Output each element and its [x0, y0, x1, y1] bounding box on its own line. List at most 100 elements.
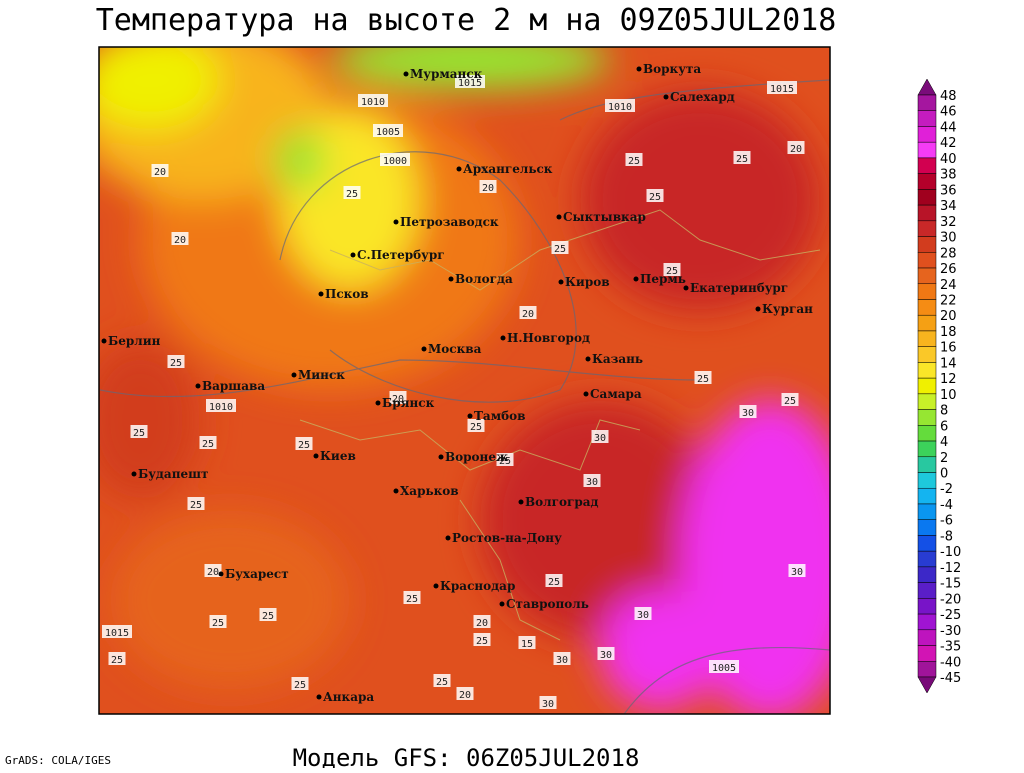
contour-label-box	[151, 164, 169, 177]
contour-label-box	[597, 647, 615, 660]
city-dot	[318, 291, 324, 297]
contour-label: 20	[174, 235, 186, 246]
city-label: Вологда	[455, 272, 513, 286]
colorbar-arrow-bottom	[917, 676, 937, 694]
contour-label-box	[583, 474, 601, 487]
colorbar-box	[917, 362, 937, 379]
city-dot	[393, 219, 399, 225]
colorbar-box	[917, 456, 937, 473]
colorbar-label: 48	[940, 89, 957, 104]
colorbar-box	[917, 613, 937, 631]
contour-label: 25	[298, 440, 310, 451]
colorbar-label: -25	[940, 608, 961, 623]
contour-label-box	[473, 615, 491, 628]
colorbar-label: 4	[940, 435, 948, 450]
contour-label: 1010	[608, 102, 632, 113]
contour-label: 25	[202, 439, 214, 450]
colorbar-box	[917, 645, 937, 662]
contour-label: 25	[649, 192, 661, 203]
colorbar-label: -2	[940, 482, 953, 497]
colorbar-label: 44	[940, 120, 957, 135]
city-dot	[218, 571, 224, 577]
colorbar-label: -6	[940, 514, 953, 529]
colorbar-box	[917, 141, 937, 159]
colorbar-label: 42	[940, 136, 957, 151]
colorbar-box	[917, 220, 937, 237]
contour-label-box	[646, 189, 664, 202]
city-label: Будапешт	[138, 467, 208, 481]
city-label: Екатеринбург	[690, 281, 788, 295]
contour-label: 25	[784, 396, 796, 407]
colorbar-label: 30	[940, 231, 957, 246]
colorbar-label: -20	[940, 592, 961, 607]
colorbar-box	[917, 409, 937, 426]
colorbar-label: -35	[940, 640, 961, 655]
colorbar-box	[917, 173, 937, 190]
contour-label: 25	[111, 655, 123, 666]
borders	[299, 209, 821, 641]
colorbar-box	[917, 393, 937, 410]
colorbar-label: 8	[940, 404, 948, 419]
city-dot	[445, 535, 451, 541]
colorbar-box	[917, 503, 937, 520]
colorbar-box	[917, 519, 937, 536]
city-label: Курган	[762, 302, 813, 316]
colorbar-arrow-top	[917, 78, 937, 96]
contour-label: 30	[542, 699, 554, 710]
city-dot	[316, 694, 322, 700]
colorbar-box	[917, 314, 937, 332]
contour-label: 15	[521, 639, 533, 650]
contour-label-box	[781, 393, 799, 406]
contour-label: 30	[556, 655, 568, 666]
contour-label-box	[591, 430, 609, 443]
colorbar-box	[917, 582, 937, 599]
city-label: Тамбов	[474, 409, 525, 423]
colorbar-box	[917, 189, 937, 206]
colorbar-box	[917, 252, 937, 269]
contour-label-box	[102, 625, 132, 638]
city-label: Салехард	[670, 90, 735, 104]
colorbar-box	[917, 472, 937, 489]
contour-label: 20	[207, 567, 219, 578]
contour-label-box	[479, 180, 497, 193]
colorbar-box	[917, 283, 937, 300]
contour-label-box	[403, 591, 421, 604]
contour-label: 25	[666, 266, 678, 277]
colorbar-label: -8	[940, 529, 953, 544]
contour-label: 25	[436, 677, 448, 688]
city-dot	[393, 488, 399, 494]
colorbar-box	[917, 487, 937, 505]
colorbar-label: -15	[940, 577, 961, 592]
colorbar-label: 32	[940, 215, 957, 230]
contour-label-box	[739, 405, 757, 418]
contour-label-box	[389, 391, 407, 404]
colorbar-label: 6	[940, 419, 948, 434]
contour-label-box	[605, 99, 635, 112]
contour-label: 25	[548, 577, 560, 588]
contour-label: 25	[499, 456, 511, 467]
city-label: Ростов-на-Дону	[452, 531, 562, 545]
contour-label: 25	[476, 636, 488, 647]
city-label: Киев	[320, 449, 356, 463]
city-label: Мурманск	[410, 67, 483, 81]
colorbar-label: 14	[940, 356, 957, 371]
contour-label-box	[518, 636, 536, 649]
contour-label: 25	[554, 244, 566, 255]
contour-label-box	[634, 607, 652, 620]
contour-label: 30	[586, 477, 598, 488]
contour-label-box	[199, 436, 217, 449]
contour-label-box	[380, 153, 410, 166]
colorbar-box	[917, 157, 937, 174]
city-label: Ставрополь	[506, 597, 589, 611]
city-label: Минск	[298, 368, 345, 382]
contour-label: 1015	[105, 628, 129, 639]
contour-label-box	[206, 399, 236, 412]
city-dot	[683, 285, 689, 291]
city-label: Варшава	[202, 379, 265, 393]
colorbar-label: -10	[940, 545, 961, 560]
colorbar-box	[917, 440, 937, 458]
contour-label: 1015	[458, 78, 482, 89]
colorbar-box	[917, 377, 937, 395]
contour-label: 25	[736, 154, 748, 165]
